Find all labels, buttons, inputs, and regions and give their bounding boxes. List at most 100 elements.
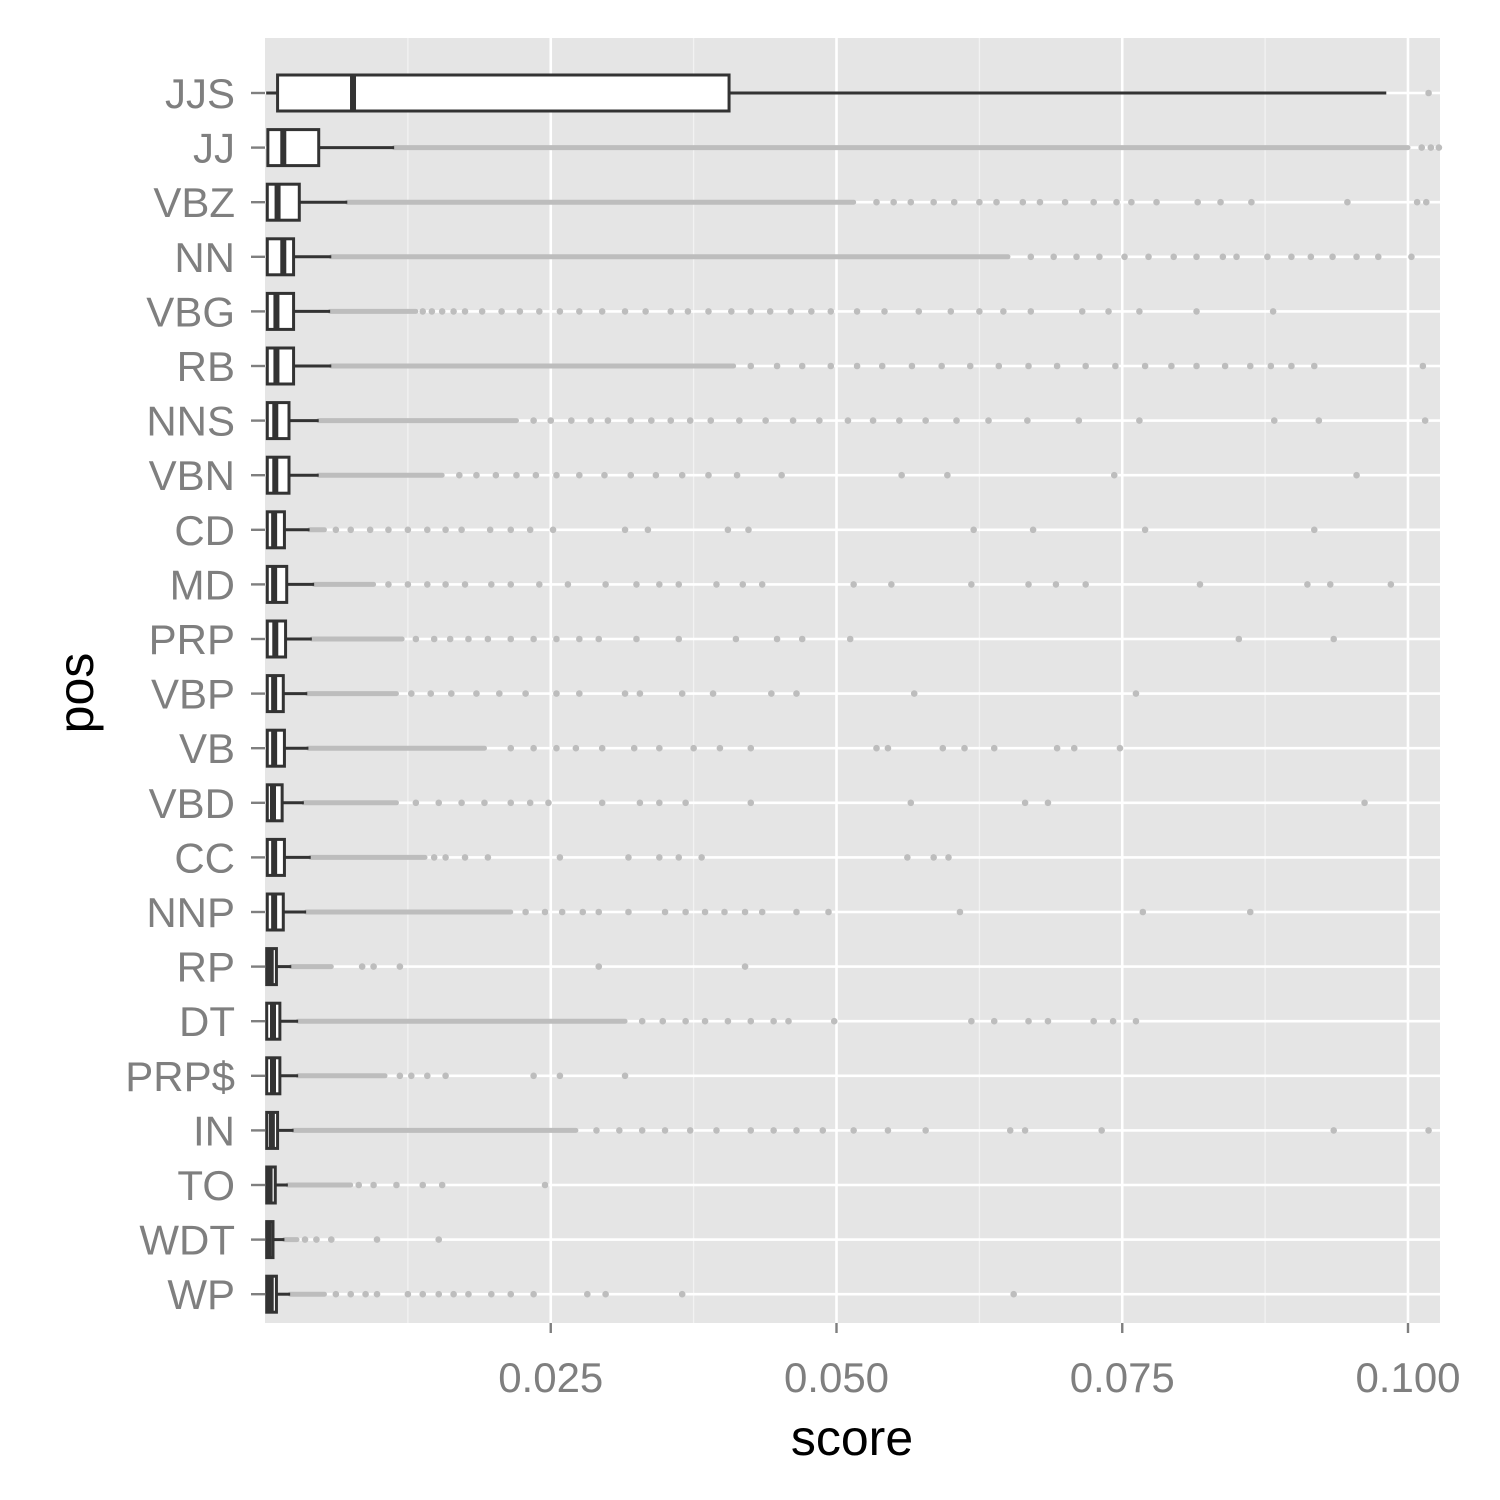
outlier-point — [1233, 253, 1240, 261]
y-tick-label: RB — [177, 343, 235, 390]
outlier-point — [530, 417, 537, 424]
outlier-point — [686, 417, 694, 424]
outlier-point — [873, 198, 880, 206]
outlier-point — [773, 635, 781, 643]
outlier-point — [456, 471, 463, 479]
outlier-point — [915, 308, 923, 315]
outlier-point — [438, 308, 446, 315]
outlier-point — [549, 526, 557, 534]
outlier-point — [684, 308, 692, 315]
outlier-point — [621, 1072, 629, 1080]
outlier-point — [716, 744, 724, 752]
outlier-point — [1075, 417, 1083, 424]
outlier-point — [1217, 198, 1224, 206]
outlier-point — [675, 854, 683, 861]
outlier-point — [1132, 1017, 1140, 1025]
outlier-point — [442, 854, 449, 861]
outlier-point — [602, 1290, 609, 1298]
outlier-point — [576, 635, 583, 643]
outlier-point — [1408, 253, 1415, 261]
outlier-point — [1116, 744, 1124, 752]
y-tick-label: MD — [170, 561, 235, 608]
outlier-point — [869, 417, 877, 424]
outlier-point — [424, 526, 431, 534]
outlier-point — [1113, 198, 1120, 206]
outlier-point — [1110, 471, 1118, 479]
outlier-point — [739, 581, 747, 588]
outlier-point — [993, 198, 1000, 206]
boxplot-rp — [265, 947, 749, 987]
outlier-point — [526, 526, 534, 534]
y-tick-label: PRP — [149, 616, 235, 663]
y-axis-title: pos — [48, 653, 104, 734]
outlier-point — [1425, 89, 1432, 97]
outlier-point — [970, 526, 977, 534]
outlier-point — [968, 581, 975, 588]
outlier-point — [373, 1236, 381, 1243]
outlier-point — [1000, 308, 1007, 315]
outlier-point — [408, 690, 415, 697]
outlier-point — [484, 635, 492, 643]
outlier-point — [945, 854, 952, 861]
outlier-point — [1141, 526, 1149, 534]
outlier-point — [953, 417, 960, 424]
outlier-point — [850, 581, 857, 588]
outlier-point — [332, 526, 340, 534]
outlier-point — [604, 417, 612, 424]
outlier-point — [1170, 253, 1177, 261]
outlier-point — [1374, 253, 1382, 261]
outlier-point — [732, 635, 740, 643]
outlier-point — [844, 417, 852, 424]
outlier-point — [701, 908, 709, 916]
outlier-point — [709, 690, 717, 697]
boxplot-vbp — [265, 674, 1140, 714]
outlier-point — [1024, 417, 1031, 424]
outlier-point — [705, 471, 712, 479]
outlier-point — [1221, 362, 1229, 370]
outlier-point — [526, 799, 534, 807]
outlier-point — [976, 308, 983, 315]
outlier-point — [808, 308, 815, 315]
outlier-point — [1307, 253, 1315, 261]
boxplot-jjs — [266, 73, 1432, 113]
outlier-point — [1139, 908, 1147, 916]
outlier-point — [1418, 144, 1426, 151]
outlier-point — [530, 1072, 537, 1080]
outlier-point — [884, 1127, 892, 1134]
outlier-point — [682, 908, 689, 916]
boxplot-cc — [265, 837, 952, 877]
outlier-point — [1025, 1017, 1032, 1025]
boxplot-wp — [265, 1274, 1017, 1314]
outlier-point — [1270, 417, 1278, 424]
outlier-point — [435, 1290, 443, 1298]
outlier-point — [698, 854, 705, 861]
outlier-point — [370, 963, 377, 970]
outlier-point — [616, 1127, 623, 1134]
outlier-point — [473, 471, 480, 479]
y-tick-label: VBP — [151, 671, 235, 718]
outlier-point — [541, 908, 549, 916]
outlier-point — [1128, 198, 1135, 206]
outlier-point — [430, 854, 438, 861]
y-tick-label: DT — [179, 998, 235, 1045]
outlier-point — [642, 308, 649, 315]
outlier-point — [898, 471, 905, 479]
outlier-point — [576, 471, 583, 479]
outlier-point — [633, 581, 640, 588]
outlier-point — [1288, 253, 1295, 261]
outlier-point — [568, 417, 575, 424]
outlier-point — [553, 744, 560, 752]
outlier-point — [461, 854, 469, 861]
outlier-point — [530, 1290, 537, 1298]
y-tick-label: JJS — [165, 70, 235, 117]
y-tick-label: VB — [179, 725, 235, 772]
outlier-point — [907, 799, 915, 807]
outlier-point — [621, 308, 629, 315]
outlier-point — [492, 471, 500, 479]
outlier-point — [419, 308, 427, 315]
outlier-point — [507, 1290, 515, 1298]
y-tick-label: TO — [177, 1162, 235, 1209]
outlier-point — [947, 308, 955, 315]
outlier-point — [733, 471, 741, 479]
outlier-point — [1387, 581, 1395, 588]
